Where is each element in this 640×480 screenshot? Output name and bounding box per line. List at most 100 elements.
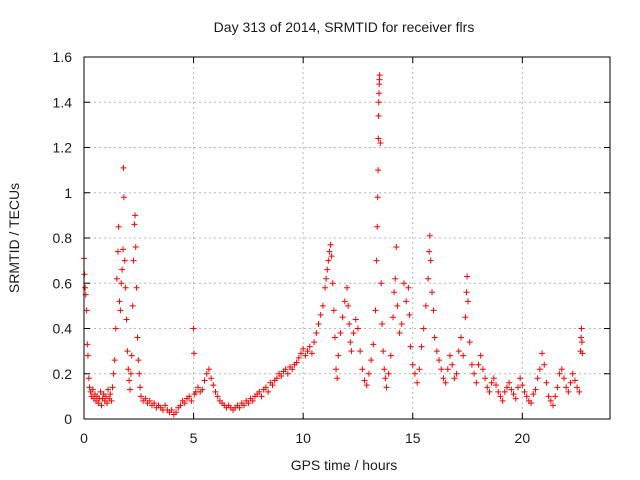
data-point: [339, 314, 346, 321]
data-point: [114, 248, 121, 255]
data-point: [539, 350, 546, 357]
data-point: [173, 409, 180, 416]
data-point: [113, 275, 120, 282]
x-tick-label: 5: [190, 430, 198, 446]
data-point: [468, 361, 475, 368]
data-point: [289, 366, 296, 373]
y-tick-label: 1.2: [53, 140, 73, 156]
data-point: [104, 400, 111, 407]
data-point: [457, 334, 464, 341]
data-point: [499, 397, 506, 404]
data-point: [565, 388, 572, 395]
data-point: [393, 244, 400, 251]
data-point: [453, 370, 460, 377]
data-point: [146, 397, 153, 404]
data-point: [490, 375, 497, 382]
data-point: [501, 388, 508, 395]
data-point: [563, 384, 570, 391]
data-point: [326, 248, 333, 255]
data-point: [576, 388, 583, 395]
y-tick-label: 0.6: [53, 275, 73, 291]
data-point: [493, 382, 500, 389]
data-point: [479, 366, 486, 373]
data-point: [112, 325, 119, 332]
data-point: [300, 345, 307, 352]
data-point: [350, 330, 357, 337]
data-point: [319, 302, 326, 309]
grid-lines: [84, 57, 610, 419]
data-point: [322, 284, 329, 291]
y-tick-label: 1.4: [53, 94, 73, 110]
data-point: [84, 352, 91, 359]
data-point: [422, 302, 429, 309]
data-point: [134, 334, 141, 341]
data-point: [519, 382, 526, 389]
data-point: [137, 393, 144, 400]
data-point: [414, 379, 421, 386]
data-point: [482, 375, 489, 382]
data-point: [245, 400, 252, 407]
data-point: [130, 257, 137, 264]
x-tick-label: 15: [405, 430, 421, 446]
data-point: [430, 307, 437, 314]
data-point: [436, 357, 443, 364]
y-axis-label: SRMTID / TECUs: [6, 183, 22, 293]
data-point: [392, 275, 399, 282]
data-point: [365, 370, 372, 377]
data-point: [411, 370, 418, 377]
data-point: [464, 298, 471, 305]
data-point: [354, 325, 361, 332]
data-point: [308, 350, 315, 357]
data-point: [262, 384, 269, 391]
data-point: [265, 388, 272, 395]
data-point: [118, 280, 125, 287]
data-point: [120, 164, 127, 171]
data-point: [574, 384, 581, 391]
data-point: [462, 314, 469, 321]
data-point: [346, 320, 353, 327]
data-point: [89, 386, 96, 393]
data-point: [405, 284, 412, 291]
data-point: [323, 275, 330, 282]
data-point: [120, 246, 127, 253]
data-point: [578, 325, 585, 332]
data-point: [460, 352, 467, 359]
data-point: [123, 316, 130, 323]
data-point: [552, 393, 559, 400]
data-point: [567, 379, 574, 386]
data-point: [377, 139, 384, 146]
data-point: [278, 373, 285, 380]
data-point: [466, 339, 473, 346]
data-point: [372, 307, 379, 314]
data-point: [306, 343, 313, 350]
data-point: [488, 379, 495, 386]
data-point: [330, 307, 337, 314]
data-point: [560, 375, 567, 382]
data-points: [81, 72, 586, 418]
data-point: [508, 386, 515, 393]
data-point: [110, 370, 117, 377]
data-point: [433, 348, 440, 355]
data-point: [108, 397, 115, 404]
data-point: [124, 348, 131, 355]
x-tick-label: 20: [515, 430, 531, 446]
data-point: [361, 377, 368, 384]
data-point: [390, 314, 397, 321]
data-point: [425, 275, 432, 282]
data-point: [440, 375, 447, 382]
data-point: [447, 352, 454, 359]
data-point: [116, 298, 123, 305]
data-point: [486, 388, 493, 395]
data-point: [420, 325, 427, 332]
data-point: [188, 397, 195, 404]
data-point: [444, 366, 451, 373]
data-point: [407, 343, 414, 350]
data-point: [473, 379, 480, 386]
data-point: [201, 377, 208, 384]
data-point: [97, 388, 104, 395]
data-point: [556, 370, 563, 377]
data-point: [406, 311, 413, 318]
data-point: [181, 400, 188, 407]
data-point: [521, 388, 528, 395]
